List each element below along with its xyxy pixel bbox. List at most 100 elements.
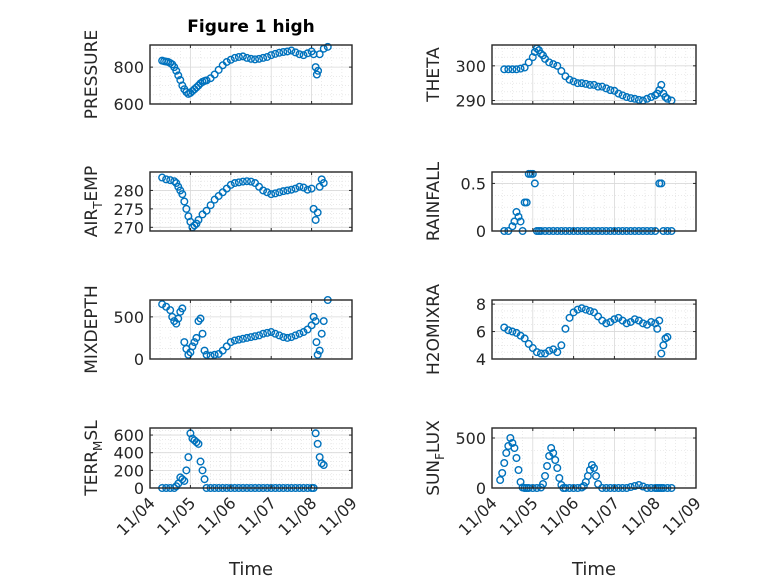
data-point [545,58,554,67]
data-point [182,204,191,213]
data-point [553,61,562,70]
data-point [498,469,507,478]
y-tick-label: 600 [113,426,144,445]
data-point [500,459,509,468]
data-point [653,324,662,333]
data-point [291,184,300,193]
data-point [312,70,321,79]
data-point [218,346,227,355]
data-point [263,52,272,61]
data-point [579,482,588,491]
data-point [508,439,517,448]
data-point [172,319,181,328]
y-axis-label: H2OMIXRA [424,284,444,375]
data-point [283,333,292,342]
data-point [319,317,328,326]
plot-area [492,172,696,231]
data-point [606,86,615,95]
data-point [553,348,562,357]
data-point [634,95,643,104]
data-point [516,64,525,73]
axes-box [491,299,697,360]
data-point [238,52,247,61]
data-point [206,201,215,210]
data-point [192,333,201,342]
data-point [251,55,260,64]
data-point [594,312,603,321]
data-point [626,94,635,103]
data-point [657,80,666,89]
subplot-8: 0 500 SUNFLUX 11/0411/0511/0611/0711/0811/0… [424,420,705,540]
data-point [508,65,517,74]
data-point [158,300,167,309]
data-point [287,46,296,55]
y-tick-label: 275 [113,200,144,219]
data-point [158,173,167,182]
data-point [180,197,189,206]
axes-box [149,299,353,360]
data-point [226,180,235,189]
data-point [295,329,304,338]
data-point [178,190,187,199]
data-point [530,179,539,188]
data-point [222,342,231,351]
x-tick-label: 11/08 [618,493,664,539]
data-point [259,53,268,62]
data-point [573,305,582,314]
y-tick-label: 290 [455,92,486,111]
y-axis-label-subscript: F [433,453,447,460]
data-point [303,325,312,334]
data-point [520,63,529,72]
data-point [610,315,619,324]
data-point [561,324,570,333]
data-point [657,349,666,358]
data-point [647,93,656,102]
data-point [661,93,670,102]
x-tick-label: 11/05 [496,493,542,539]
data-point [210,350,219,359]
data-point [202,206,211,215]
y-tick-label: 200 [113,461,144,480]
data-point [590,80,599,89]
data-point [210,70,219,79]
data-point [532,348,541,357]
data-point [543,462,552,471]
data-point [585,466,594,475]
data-point [226,55,235,64]
data-point [630,315,639,324]
axes-box [149,171,353,232]
data-point [311,429,320,438]
data-point [287,185,296,194]
data-point [581,79,590,88]
data-point [271,189,280,198]
x-tick-label: 11/07 [577,493,623,539]
data-point [590,464,599,473]
data-point [255,331,264,340]
data-point [230,179,239,188]
y-tick-label: 600 [113,95,144,114]
data-point [319,179,328,188]
y-tick-label: 0 [476,479,486,498]
data-point [630,482,639,491]
data-point [547,444,556,453]
data-point [279,187,288,196]
data-point [524,58,533,67]
y-axis-label-part: AIR [82,209,102,238]
data-point [312,338,321,347]
data-point [512,65,521,74]
data-point [315,50,324,59]
data-point [196,79,205,88]
data-point [528,344,537,353]
data-point [259,186,268,195]
data-point [275,48,284,57]
y-axis-label-part: TERR [82,451,102,497]
data-point [271,329,280,338]
data-point [536,349,545,358]
x-tick-label: 11/04 [455,493,501,539]
figure-title: Figure 1 high [187,17,315,37]
data-point [188,342,197,351]
data-point [626,483,635,492]
data-point [524,339,533,348]
